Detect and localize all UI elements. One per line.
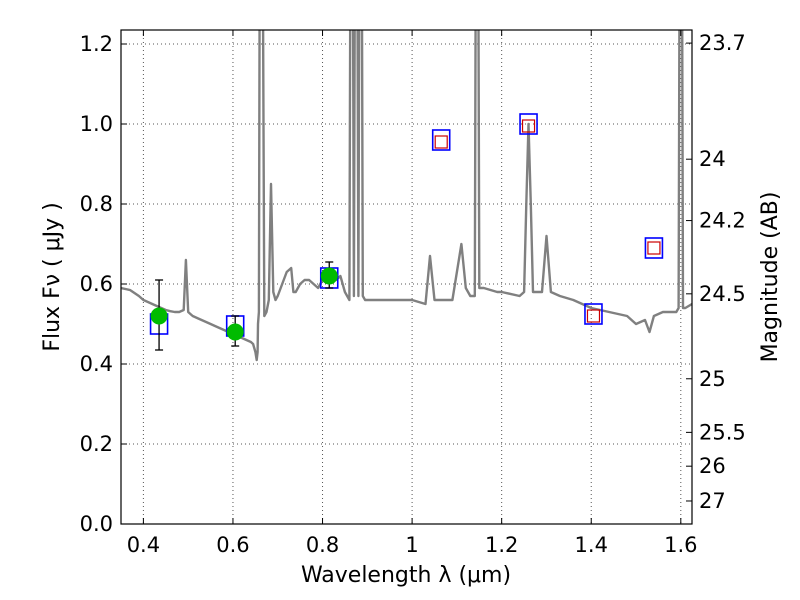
observed-point <box>150 307 168 325</box>
y-axis-right-label: Magnitude (AB) <box>758 192 783 363</box>
photometry-square <box>431 129 451 151</box>
x-tick-label: 0.6 <box>216 533 249 557</box>
photometry-square <box>519 113 538 135</box>
x-tick-label: 0.8 <box>306 533 339 557</box>
x-tick-label: 1.2 <box>485 533 518 557</box>
right-tick-label: 25.5 <box>699 420 746 444</box>
x-tick-label: 1.4 <box>575 533 608 557</box>
y-tick-label: 0.2 <box>80 432 113 456</box>
x-tick-label: 0.4 <box>127 533 160 557</box>
right-tick-label: 27 <box>699 489 726 513</box>
y-tick-label: 1.2 <box>80 32 113 56</box>
photometry-square <box>584 303 603 325</box>
ticks: 0.4 0.6 0.8 1 1.2 1.4 1.6 0.0 0.2 0.4 0.6 0.8 1.0 1.2… <box>80 30 746 557</box>
y-tick-label: 0.4 <box>80 352 113 376</box>
right-tick-label: 24 <box>699 147 726 171</box>
model-flux-square <box>521 119 536 133</box>
model-flux-square <box>434 135 448 149</box>
photometry-square <box>644 237 664 259</box>
markers <box>149 113 664 351</box>
right-tick-label: 24.5 <box>699 282 746 306</box>
right-tick-label: 24.2 <box>699 209 746 233</box>
y-tick-label: 0.6 <box>80 272 113 296</box>
model-flux-square <box>586 309 601 323</box>
plot-frame <box>120 29 693 525</box>
y-tick-label: 0.0 <box>80 512 113 536</box>
right-tick-label: 25 <box>699 367 726 391</box>
y-tick-label: 0.8 <box>80 192 113 216</box>
observed-point <box>320 267 338 285</box>
x-tick-label: 1.6 <box>664 533 697 557</box>
x-tick-label: 1 <box>405 533 418 557</box>
y-axis-label: Flux Fν ( μJy ) <box>40 202 65 351</box>
right-tick-label: 26 <box>699 454 726 478</box>
x-axis-label: Wavelength λ (μm) <box>301 563 511 588</box>
right-tick-label: 23.7 <box>699 31 746 55</box>
observed-point <box>226 323 244 341</box>
y-tick-label: 1.0 <box>80 112 113 136</box>
model-flux-square <box>647 241 661 255</box>
